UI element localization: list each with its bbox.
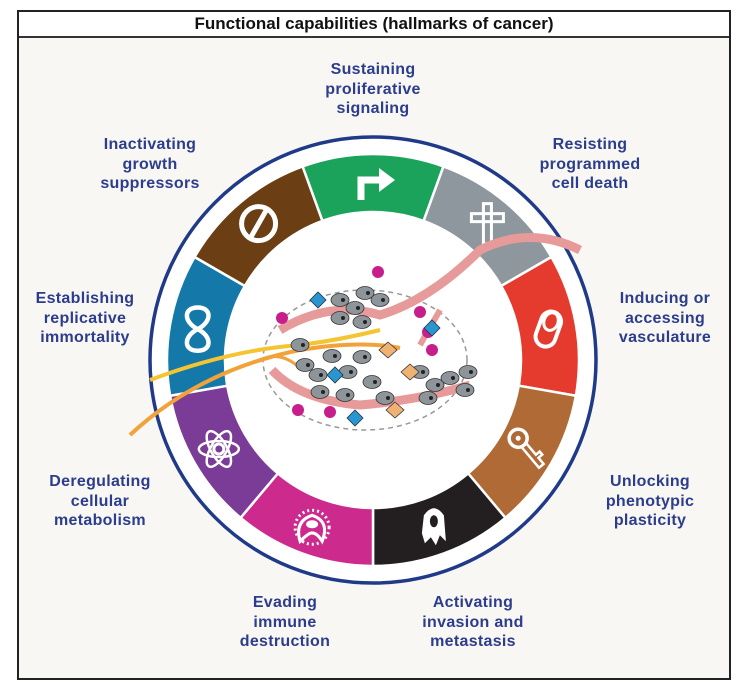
tumor-microenvironment-illustration — [128, 233, 583, 437]
cancer-cell — [338, 365, 358, 379]
cancer-cell — [425, 378, 445, 392]
turn-arrow-icon — [357, 168, 395, 200]
hallmark-label-line: Evading — [252, 594, 318, 611]
cancer-cell — [352, 315, 372, 329]
hallmark-label-line: phenotypic — [605, 492, 695, 510]
hallmark-label-line: Activating — [432, 594, 514, 611]
cancer-cell — [335, 388, 355, 402]
hallmark-label: Inactivating growth suppressors — [60, 135, 240, 194]
immune-cell-icon — [293, 508, 331, 546]
hallmark-label-line: Deregulating — [49, 473, 151, 490]
segment-turn-arrow — [300, 152, 446, 223]
hallmark-label-line: signaling — [336, 100, 410, 117]
hallmark-label-line: metabolism — [54, 512, 146, 529]
cancer-cell — [352, 350, 372, 364]
immune-cell — [324, 406, 336, 418]
cancer-cell — [440, 371, 460, 385]
cancer-cell — [455, 383, 475, 397]
key-icon — [507, 427, 546, 470]
cancer-cell — [370, 293, 390, 307]
cancer-cell — [330, 293, 350, 307]
hallmark-label: Inducing or accessing vasculature — [575, 289, 743, 348]
hallmark-label-line: Inactivating — [103, 136, 197, 153]
cancer-cell — [310, 385, 330, 399]
hallmark-label-line: cell death — [551, 175, 629, 192]
hallmark-label-line: immune — [253, 613, 317, 631]
hallmark-label-line: programmed — [539, 155, 641, 173]
hallmark-label-line: plasticity — [613, 512, 687, 529]
fibroblast — [423, 319, 441, 337]
infinity-icon — [184, 305, 211, 353]
cancer-cell — [322, 349, 342, 363]
hallmark-label-line: proliferative — [325, 80, 421, 98]
stromal-cell — [378, 341, 398, 359]
immune-cell — [292, 404, 304, 416]
hallmark-label-line: invasion and — [422, 613, 524, 631]
cancer-cell — [330, 311, 350, 325]
fibroblast — [346, 409, 364, 427]
hallmark-label: Unlocking phenotypic plasticity — [560, 472, 740, 531]
hallmark-label-line: Inducing or — [619, 290, 711, 307]
hallmark-label: Activating invasion and metastasis — [383, 593, 563, 652]
no-entry-icon — [239, 204, 279, 244]
immune-cell — [414, 306, 426, 318]
cancer-cell — [290, 338, 310, 352]
vessel-icon — [533, 309, 564, 349]
hallmark-label-line: vasculature — [618, 329, 712, 346]
hallmark-label-line: Sustaining — [330, 61, 416, 78]
hallmark-label-line: Unlocking — [609, 473, 691, 490]
immune-cell — [426, 344, 438, 356]
migrating-cell-icon — [421, 508, 446, 546]
hallmark-label-line: cellular — [70, 492, 130, 510]
hallmark-label-line: accessing — [624, 309, 706, 327]
hallmark-label: Evading immune destruction — [195, 593, 375, 652]
hallmark-label-line: suppressors — [100, 175, 200, 192]
blood-vessel — [268, 366, 472, 410]
stromal-cell — [400, 363, 420, 381]
cancer-cell — [308, 368, 328, 382]
hallmark-label: Sustaining proliferative signaling — [283, 60, 463, 119]
immune-cell — [372, 266, 384, 278]
fibroblast — [326, 366, 344, 384]
cancer-cell — [362, 375, 382, 389]
hallmark-label-line: metastasis — [430, 633, 516, 650]
hallmark-label-line: Resisting — [552, 136, 628, 153]
atom-icon — [197, 429, 241, 469]
cancer-cell — [295, 358, 315, 372]
nerve-fiber — [128, 342, 401, 437]
stromal-cell — [385, 401, 405, 419]
hallmark-label: Deregulating cellular metabolism — [10, 472, 190, 531]
hallmark-label-line: Establishing — [35, 290, 135, 307]
cancer-cell — [355, 286, 375, 300]
cancer-cell — [345, 301, 365, 315]
figure-title: Functional capabilities (hallmarks of ca… — [19, 12, 729, 38]
hallmark-label-line: destruction — [239, 633, 331, 650]
hallmark-label-line: replicative — [43, 309, 127, 327]
hallmark-label: Establishing replicative immortality — [0, 289, 175, 348]
cancer-cell — [458, 365, 478, 379]
blood-vessel — [277, 233, 583, 334]
hallmark-label: Resisting programmed cell death — [500, 135, 680, 194]
cancer-cell — [375, 391, 395, 405]
cancer-cell — [418, 391, 438, 405]
immune-cell — [276, 312, 288, 324]
hallmark-label-line: immortality — [40, 329, 130, 346]
inner-disk — [226, 213, 520, 507]
fibroblast — [309, 291, 327, 309]
hallmark-label-line: growth — [122, 155, 178, 173]
